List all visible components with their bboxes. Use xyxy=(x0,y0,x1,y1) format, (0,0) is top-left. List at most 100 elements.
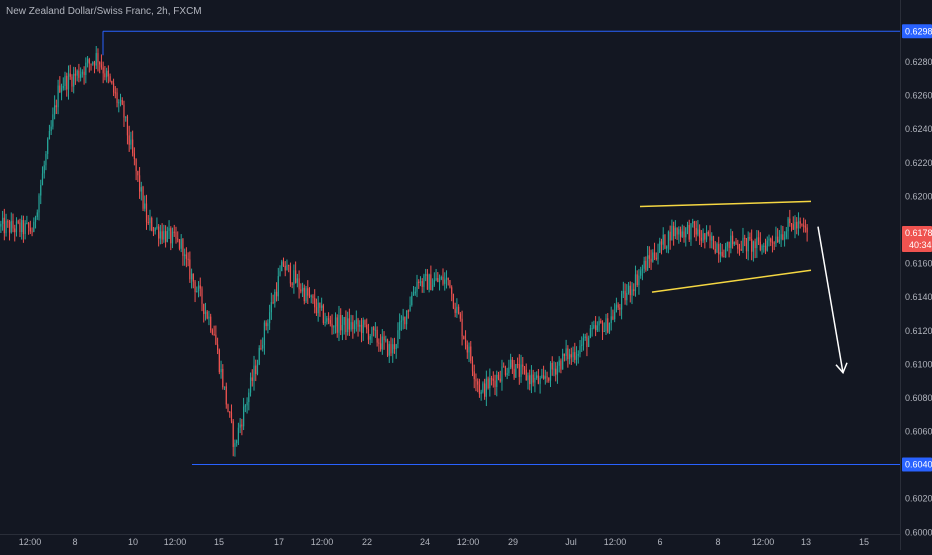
candle-body xyxy=(194,281,196,293)
candle-body xyxy=(511,359,513,369)
candle-body xyxy=(596,325,598,331)
candle-body xyxy=(102,67,104,74)
candle-body xyxy=(506,373,508,375)
candle-body xyxy=(428,274,430,290)
candle-body xyxy=(244,405,246,407)
candle-body xyxy=(15,221,18,233)
candle-body xyxy=(201,288,203,304)
candle-body xyxy=(333,326,335,328)
candle-body xyxy=(556,365,559,375)
candle-body xyxy=(605,318,607,332)
candle-body xyxy=(34,217,37,222)
candle-body xyxy=(12,220,14,229)
candle-body xyxy=(5,221,7,234)
candle-body xyxy=(444,279,446,284)
candle-body xyxy=(534,377,536,383)
candle-body xyxy=(41,173,44,186)
candle-body xyxy=(549,363,552,381)
candle-body xyxy=(0,223,2,227)
candle-body xyxy=(437,278,439,282)
time-tick-label: 12:00 xyxy=(752,537,775,547)
candle-body xyxy=(47,139,49,154)
candle-body xyxy=(794,221,796,230)
time-tick-label: 6 xyxy=(657,537,662,547)
candle-body xyxy=(369,336,371,340)
candle-body xyxy=(321,305,323,308)
candle-body xyxy=(553,368,555,370)
candle-body xyxy=(213,334,215,336)
candle-body xyxy=(376,329,378,343)
candle-body xyxy=(132,139,134,154)
candle-body xyxy=(383,336,385,341)
candle-body xyxy=(470,346,472,361)
candle-body xyxy=(269,312,271,324)
candle-body xyxy=(617,304,619,308)
candle-body xyxy=(303,287,305,302)
candle-body xyxy=(529,375,531,385)
candle-body xyxy=(490,378,493,380)
candle-body xyxy=(29,227,31,232)
candle-body xyxy=(249,377,252,393)
candle-body xyxy=(81,71,83,75)
candle-body xyxy=(789,218,791,224)
candle-body xyxy=(154,227,156,232)
candle-body xyxy=(187,258,189,260)
candle-body xyxy=(112,83,115,93)
candle-body xyxy=(135,159,137,171)
drawings-group xyxy=(102,30,900,465)
candle-body xyxy=(125,116,127,118)
candle-body xyxy=(574,352,576,360)
channel-upper-line[interactable] xyxy=(639,200,812,208)
candle-body xyxy=(239,424,241,428)
candle-body xyxy=(371,327,373,337)
candle-body xyxy=(168,228,170,231)
candle-body xyxy=(282,261,285,266)
candle-body xyxy=(95,53,97,66)
candle-body xyxy=(270,302,272,313)
candle-body xyxy=(97,53,99,63)
candle-body xyxy=(71,76,73,87)
candle-body xyxy=(610,316,612,324)
candle-body xyxy=(468,346,470,353)
candle-body xyxy=(478,384,481,395)
candle-body xyxy=(756,237,758,249)
candle-body xyxy=(671,225,673,241)
candle-body xyxy=(314,298,316,308)
candle-body xyxy=(293,270,295,285)
candle-body xyxy=(130,139,132,145)
candle-body xyxy=(7,221,9,223)
candle-body xyxy=(655,257,657,260)
candle-body xyxy=(560,360,562,370)
candle-body xyxy=(38,195,40,213)
candle-body xyxy=(633,289,635,292)
candle-body xyxy=(721,251,723,256)
candle-body xyxy=(366,324,368,330)
candle-body xyxy=(716,244,718,253)
candle-body xyxy=(296,278,298,283)
candle-body xyxy=(116,92,118,103)
time-axis[interactable]: 12:00 8 10 12:00 15 17 12:00 22 24 12:00 29 Jul 12:0… xyxy=(19,537,869,547)
candle-body xyxy=(697,229,699,235)
candle-body xyxy=(423,275,425,287)
candle-body xyxy=(144,203,146,209)
candle-body xyxy=(161,231,163,240)
candle-body xyxy=(357,319,359,327)
channel-lower-line[interactable] xyxy=(651,269,812,293)
projection-arrow-shaft[interactable] xyxy=(817,226,844,373)
candle-body xyxy=(211,330,214,335)
candle-body xyxy=(608,323,611,333)
candle-body xyxy=(757,237,760,242)
candle-body xyxy=(588,337,590,348)
candle-body xyxy=(106,70,108,78)
candle-body xyxy=(324,321,326,323)
candle-body xyxy=(785,231,787,238)
candle-body xyxy=(796,221,798,229)
candle-body xyxy=(182,239,184,256)
candle-body xyxy=(735,241,737,244)
candle-body xyxy=(452,293,455,309)
